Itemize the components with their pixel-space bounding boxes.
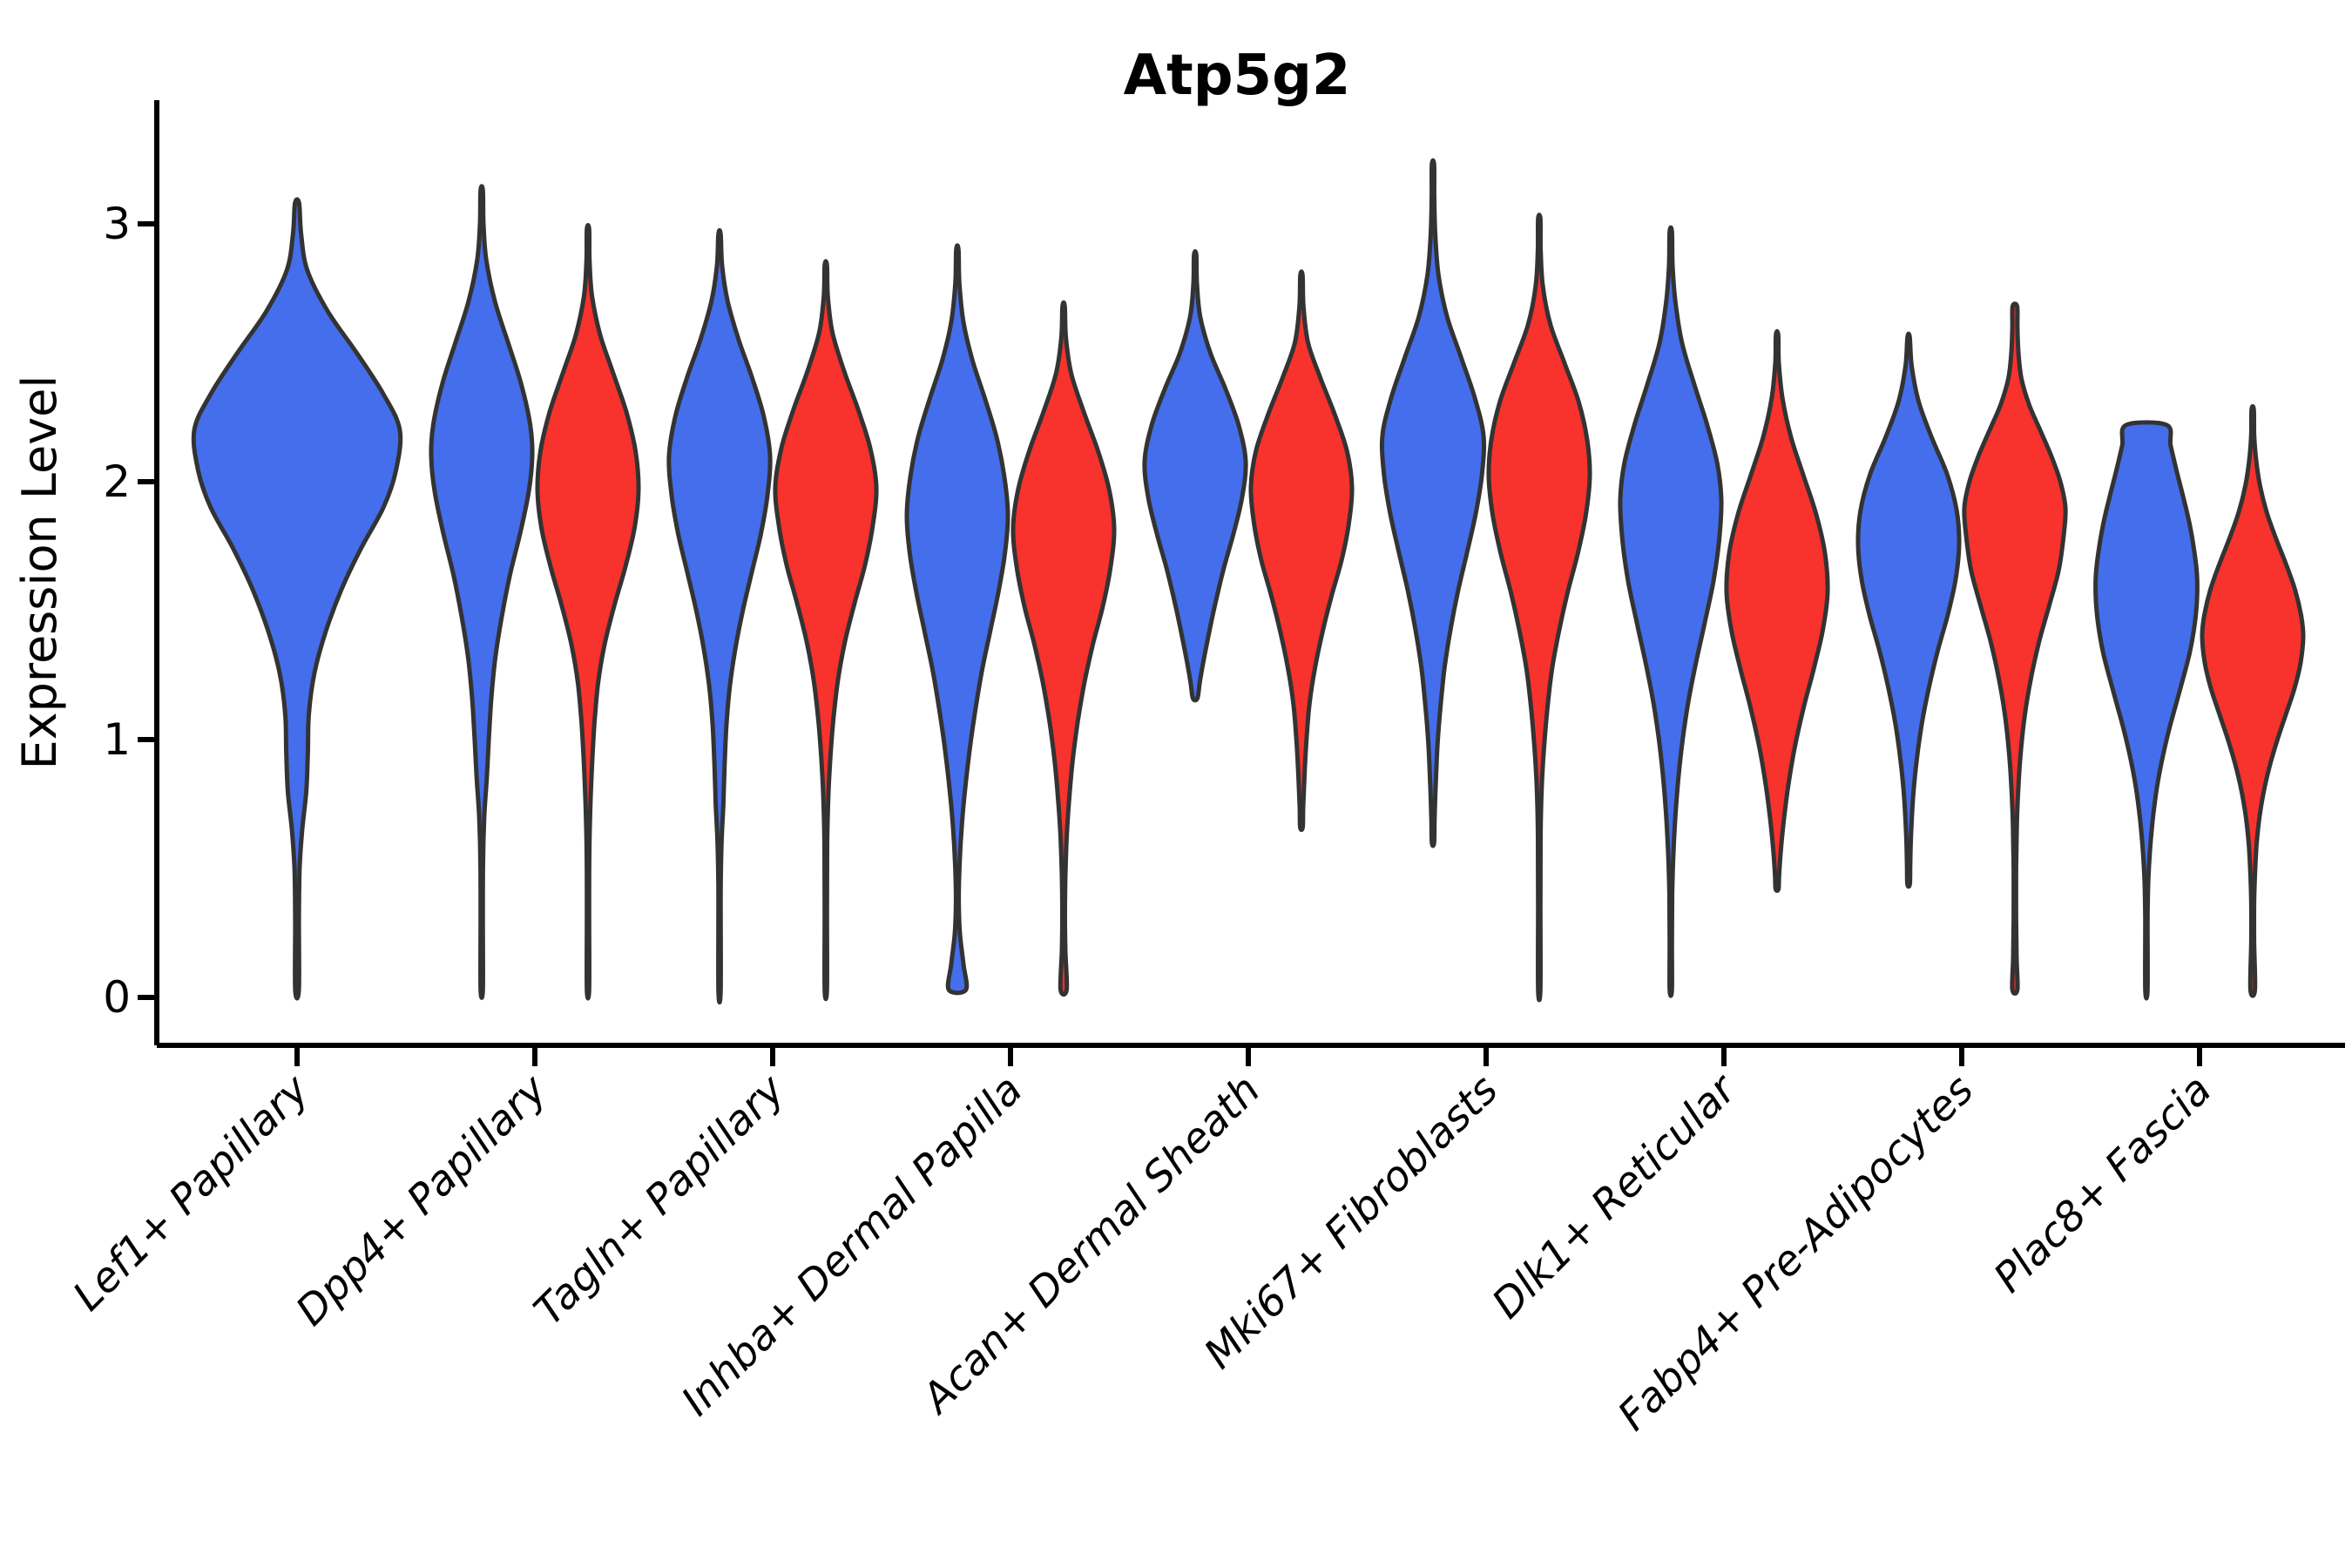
- y-tick-label-3: 3: [103, 199, 131, 249]
- x-tick-label-tagln-papillary: Tagln+ Papillary: [525, 1065, 795, 1335]
- violin-tagln-papillary-red: [773, 259, 879, 1002]
- x-tick-label-dpp4-papillary: Dpp4+ Papillary: [287, 1065, 557, 1335]
- violin-plac8-fascia-red: [2200, 403, 2306, 998]
- x-tick-label-lef1-papillary: Lef1+ Papillary: [64, 1065, 319, 1321]
- y-tick-label-1: 1: [103, 714, 131, 765]
- violin-acan-dermal-sheath-blue: [1142, 248, 1248, 703]
- violins-group: [191, 158, 2306, 1005]
- violin-plac8-fascia-blue: [2093, 420, 2200, 1001]
- violin-fabp4-pre-adipocytes-red: [1962, 301, 2068, 996]
- violin-dlk1-reticular-blue: [1618, 225, 1724, 998]
- y-axis-ticks: 0 1 2 3: [103, 199, 157, 1023]
- violin-mki67-fibroblasts-red: [1486, 213, 1592, 1003]
- violin-tagln-papillary-blue: [666, 227, 773, 1005]
- violin-lef1-papillary-blue: [191, 197, 403, 1001]
- violin-mki67-fibroblasts-blue: [1379, 158, 1487, 848]
- chart-title: Atp5g2: [1124, 44, 1351, 108]
- y-axis-label: Expression Level: [12, 375, 67, 770]
- y-tick-label-2: 2: [103, 456, 131, 507]
- violin-inhba-dermal-papilla-blue: [904, 243, 1010, 996]
- violin-dpp4-papillary-red: [535, 222, 641, 1001]
- violin-inhba-dermal-papilla-red: [1010, 300, 1117, 997]
- violin-dlk1-reticular-red: [1724, 328, 1830, 893]
- y-tick-label-0: 0: [103, 972, 131, 1023]
- violin-dpp4-papillary-blue: [429, 184, 535, 1000]
- violin-fabp4-pre-adipocytes-blue: [1855, 331, 1962, 889]
- x-tick-label-plac8-fascia: Plac8+ Fascia: [1984, 1066, 2220, 1302]
- x-tick-label-dlk1-reticular: Dlk1+ Reticular: [1484, 1064, 1747, 1328]
- violin-acan-dermal-sheath-red: [1248, 269, 1355, 833]
